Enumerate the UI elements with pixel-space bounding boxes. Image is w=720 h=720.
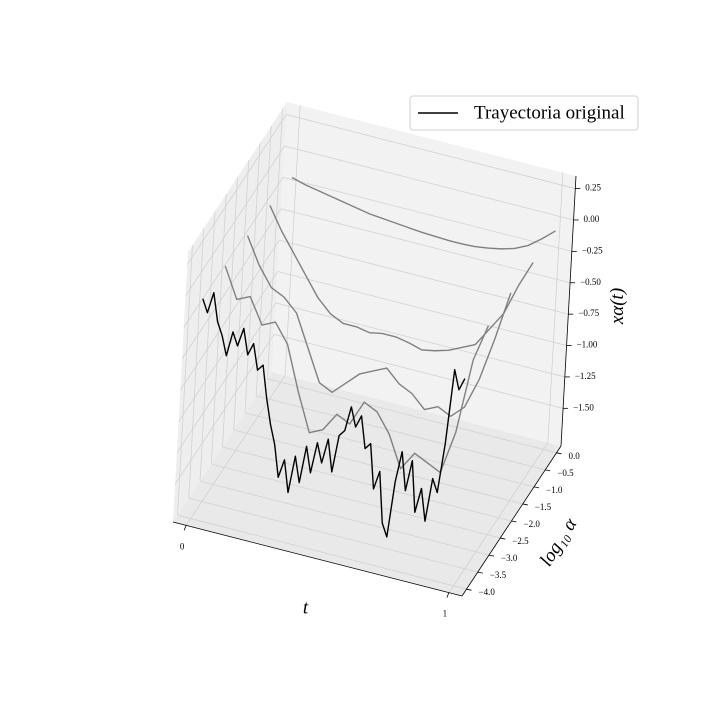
z-tick-label: −0.25 <box>582 245 603 255</box>
grid-line <box>174 334 275 485</box>
x-tick <box>446 592 450 598</box>
grid-line <box>188 497 478 573</box>
y-tick <box>545 469 551 472</box>
grid-line <box>233 429 523 505</box>
y-tick <box>500 537 506 540</box>
grid-line <box>547 172 564 443</box>
grid-line <box>176 302 277 454</box>
grid-line <box>267 108 283 379</box>
x-tick-label: 1 <box>443 609 448 619</box>
y-tick-label: −1.5 <box>535 502 552 512</box>
axis-line <box>172 521 463 597</box>
series-line <box>224 265 490 474</box>
x-tick <box>183 525 187 531</box>
grid-line <box>179 239 280 391</box>
grid-line <box>284 145 574 221</box>
z-tick-label: −1.50 <box>573 402 594 412</box>
z-tick-label: −1.25 <box>575 371 596 381</box>
grid-line <box>244 142 261 413</box>
y-tick <box>477 571 483 574</box>
grid-line <box>279 239 569 315</box>
grid-line <box>199 480 490 556</box>
axis-line <box>560 175 577 447</box>
grid-line <box>286 114 576 189</box>
y-axis-label: log₁₀ α <box>536 514 582 570</box>
grid-line <box>267 378 557 454</box>
grid-line <box>178 271 278 422</box>
grid-line <box>280 208 571 284</box>
x-axis-label: t <box>303 597 309 618</box>
legend-box <box>409 95 639 131</box>
grid-line <box>210 194 227 465</box>
series-line <box>202 291 466 538</box>
lines <box>202 176 556 538</box>
y-tick-label: −2.5 <box>512 536 529 546</box>
grid-line <box>177 514 467 590</box>
legend-label: Trayectoria original <box>474 102 625 123</box>
grid-line <box>273 333 564 409</box>
z-tick-label: −0.50 <box>580 277 601 287</box>
grid-line <box>186 114 287 265</box>
series-line <box>291 176 556 250</box>
y-tick <box>488 554 495 557</box>
grid-line <box>222 446 512 522</box>
grid-line <box>282 176 572 252</box>
grid-line <box>233 159 250 430</box>
y-tick-label: 0.0 <box>569 451 581 461</box>
grid-line <box>211 463 501 539</box>
grid-line <box>185 145 285 297</box>
y-tick <box>511 520 517 523</box>
grid-line <box>277 271 567 346</box>
z-tick-label: −0.75 <box>578 308 599 318</box>
y-tick <box>466 588 472 591</box>
y-tick-label: −2.0 <box>524 519 541 529</box>
grid-line <box>256 395 546 471</box>
grid-line <box>244 412 535 488</box>
grid-line <box>199 211 216 482</box>
x-tick-label: 0 <box>180 541 185 551</box>
y-tick <box>533 486 540 489</box>
y-tick-label: −1.0 <box>546 485 563 495</box>
z-tick-label: 0.00 <box>584 214 600 224</box>
z-axis-label: xα(t) <box>607 288 628 325</box>
grid-line <box>222 176 238 448</box>
grid-line <box>183 177 284 328</box>
grid-line <box>177 245 193 516</box>
series-line <box>246 235 512 417</box>
grid-line <box>188 228 205 499</box>
y-tick-label: −0.5 <box>557 468 574 478</box>
y-tick-label: −3.0 <box>501 553 518 563</box>
legend: Trayectoria original <box>409 95 639 131</box>
y-tick <box>556 452 562 455</box>
z-tick-label: −1.00 <box>577 340 598 350</box>
y-tick <box>522 503 528 506</box>
grid-line <box>284 105 301 376</box>
grid <box>174 105 576 593</box>
y-tick-label: −4.0 <box>479 587 496 597</box>
grid-line <box>275 302 565 378</box>
grid-line <box>255 125 272 396</box>
y-tick-label: −3.5 <box>490 570 507 580</box>
axis-line <box>461 445 562 597</box>
z-tick-label: 0.25 <box>585 183 601 193</box>
